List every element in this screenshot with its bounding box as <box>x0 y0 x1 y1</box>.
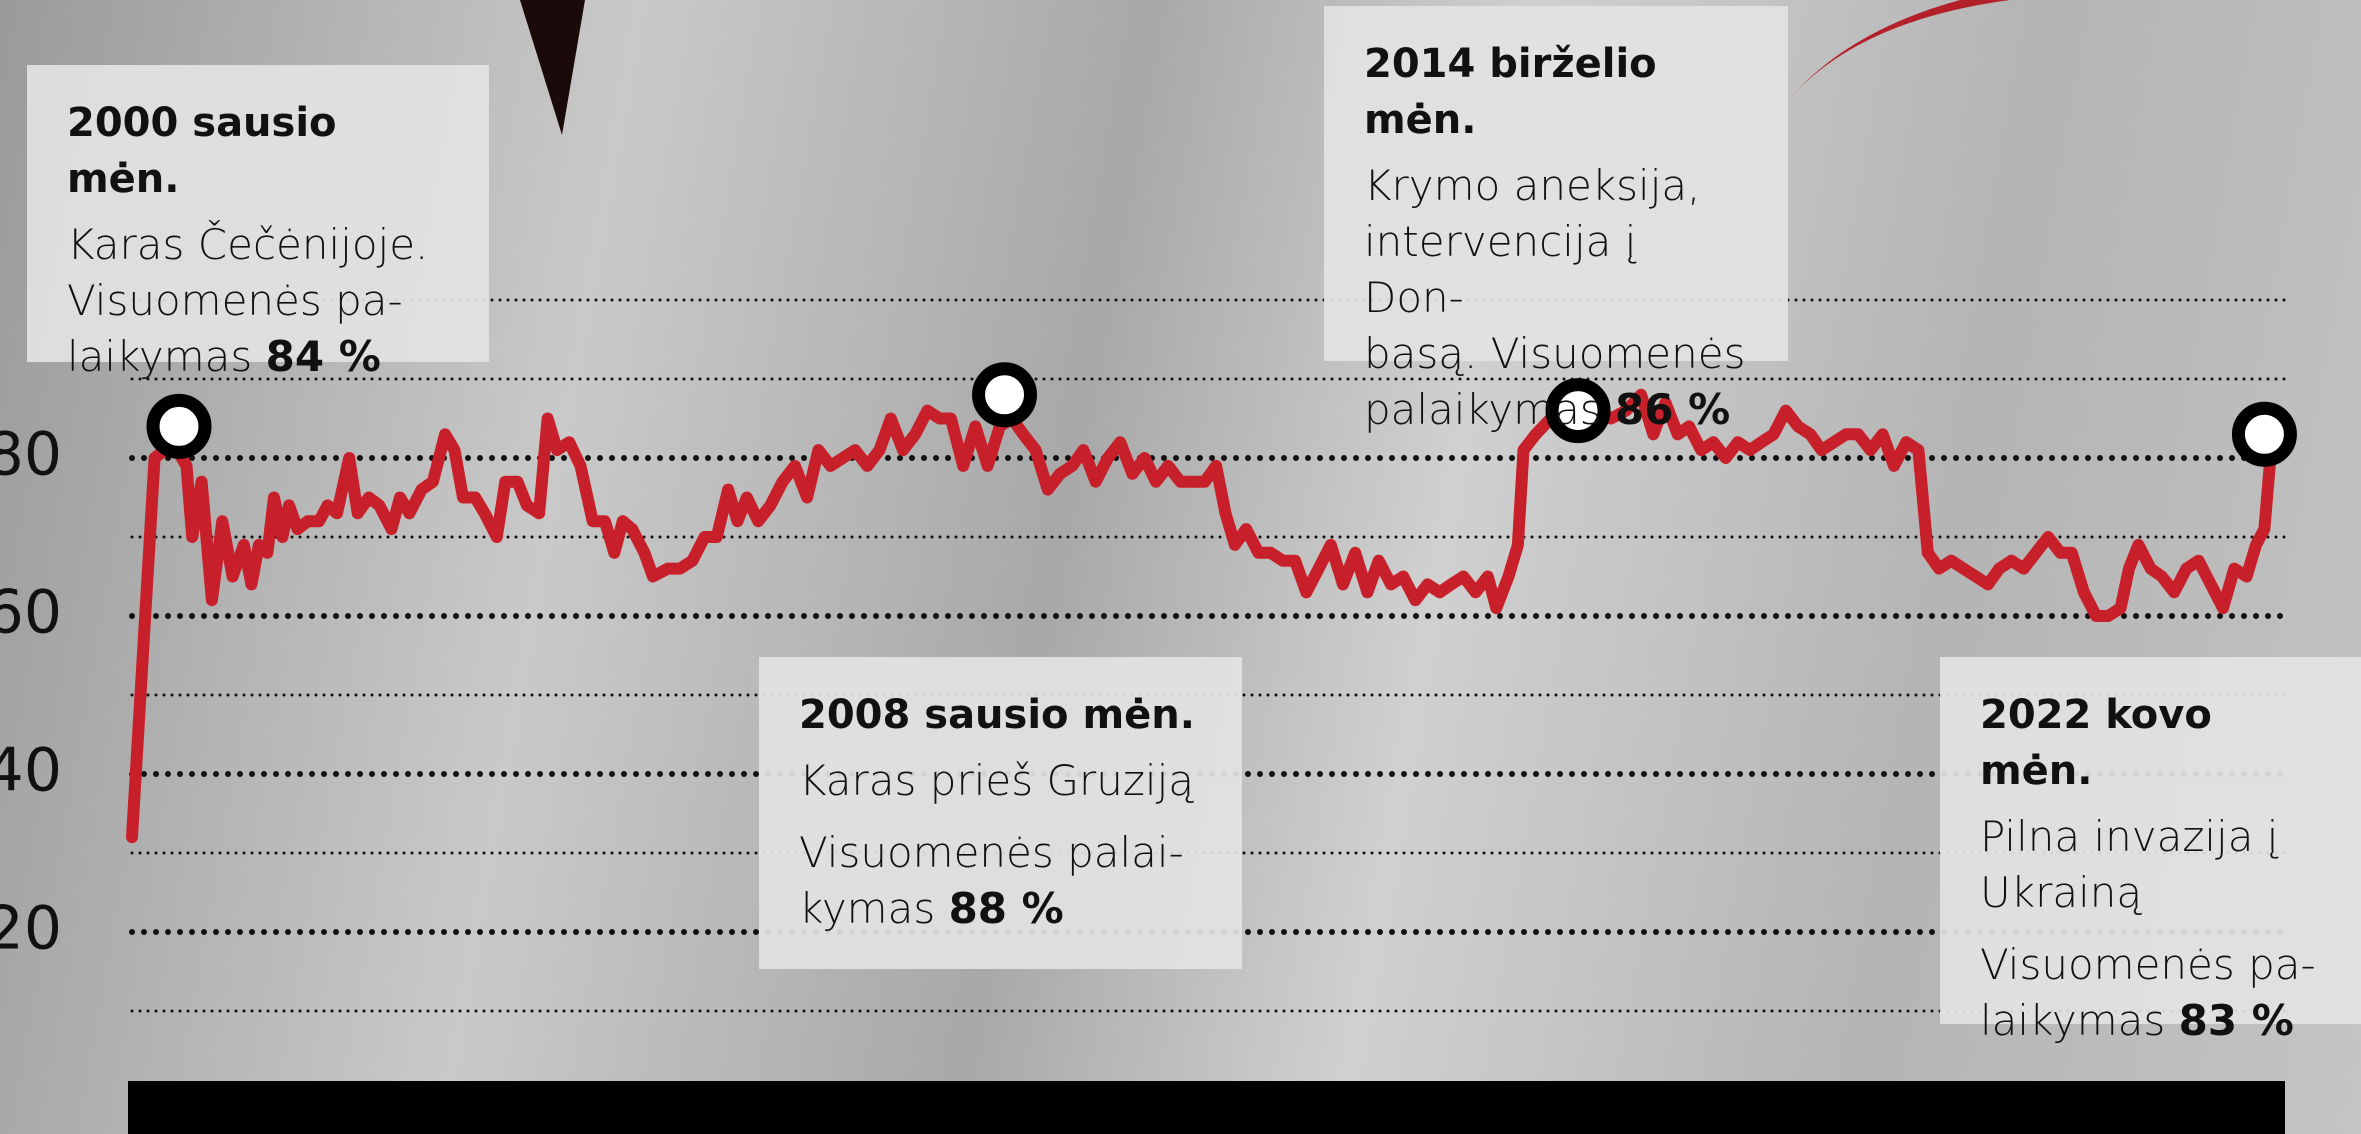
annotation-box: 2000 sausio mėn. Karas Čečėnijoje. Visuome… <box>27 65 489 381</box>
annotation-date: 2022 kovo mėn. <box>1980 692 2212 794</box>
text: Visuomenės pa- <box>1980 940 2316 989</box>
text-line: basą. Visuomenės <box>1364 326 1748 382</box>
text-line: kymas 88 % <box>799 881 1202 937</box>
annotation-text: Visuomenės palai-kymas 88 % <box>799 825 1202 937</box>
highlight-marker <box>146 393 212 459</box>
text-line: Visuomenės pa- <box>1980 937 2321 993</box>
annotation-text: Karas Čečėnijoje. Visuomenės pa-laikymas … <box>67 217 449 385</box>
text: intervencija į Don- <box>1364 217 1637 322</box>
text: basą. Visuomenės <box>1364 329 1746 378</box>
text-line: Ukrainą <box>1980 865 2321 921</box>
data-line <box>126 388 2277 844</box>
text-line: palaikymas 86 % <box>1364 382 1748 438</box>
text: Karas prieš Gruziją <box>799 756 1195 805</box>
text-line: Visuomenės pa- <box>67 273 449 329</box>
text: kymas <box>799 884 936 933</box>
text-line: Pilna invazija į <box>1980 809 2321 865</box>
value-label: 83 % <box>2178 996 2294 1045</box>
text: laikymas <box>1980 996 2166 1045</box>
text: palaikymas <box>1364 385 1602 434</box>
black-bar <box>128 1081 2285 1134</box>
text: laikymas <box>67 332 253 381</box>
y-tick-label: 20 <box>0 894 62 964</box>
text-line: Karas Čečėnijoje. <box>67 217 449 273</box>
value-label: 84 % <box>265 332 381 381</box>
annotation-date: 2008 sausio mėn. <box>799 692 1195 738</box>
text: Visuomenės pa- <box>67 276 403 325</box>
text: Pilna invazija į <box>1980 812 2279 861</box>
annotation-box: 2014 birželio mėn. Krymo aneksija, interve… <box>1324 6 1788 434</box>
annotation-text: Krymo aneksija, intervencija į Don-basą. … <box>1364 158 1748 438</box>
text-line: Karas prieš Gruziją <box>799 753 1202 809</box>
highlight-marker <box>972 362 1038 428</box>
text-line: Visuomenės palai- <box>799 825 1202 881</box>
text-line: laikymas 84 % <box>67 329 449 385</box>
text-line: laikymas 83 % <box>1980 993 2321 1049</box>
text: Ukrainą <box>1980 868 2143 917</box>
highlight-marker <box>2231 401 2297 467</box>
text: Krymo aneksija, <box>1364 161 1701 210</box>
annotation-text: Pilna invazija į Ukrainą <box>1980 809 2321 921</box>
text-line: intervencija į Don- <box>1364 214 1748 326</box>
value-label: 86 % <box>1615 385 1731 434</box>
decor-shape <box>1790 0 2010 98</box>
y-tick-label: 80 <box>0 420 62 490</box>
highlight-marker <box>1545 378 1611 444</box>
annotation-date: 2014 birželio mėn. <box>1364 41 1657 143</box>
value-label: 88 % <box>948 884 1064 933</box>
text-line: Krymo aneksija, <box>1364 158 1748 214</box>
text: Visuomenės palai- <box>799 828 1184 877</box>
annotation-date: 2000 sausio mėn. <box>67 100 337 202</box>
annotation-text: Visuomenės pa-laikymas 83 % <box>1980 937 2321 1049</box>
y-tick-label: 60 <box>0 578 62 648</box>
annotation-box: 2008 sausio mėn. Karas prieš Gruziją Visuo… <box>759 657 1242 969</box>
annotation-text: Karas prieš Gruziją <box>799 753 1202 809</box>
annotation-box: 2022 kovo mėn. Pilna invazija į Ukrainą Vis… <box>1940 657 2361 1045</box>
decor-shape <box>520 0 585 135</box>
text: Karas Čečėnijoje. <box>67 220 429 269</box>
y-tick-label: 40 <box>0 736 62 806</box>
